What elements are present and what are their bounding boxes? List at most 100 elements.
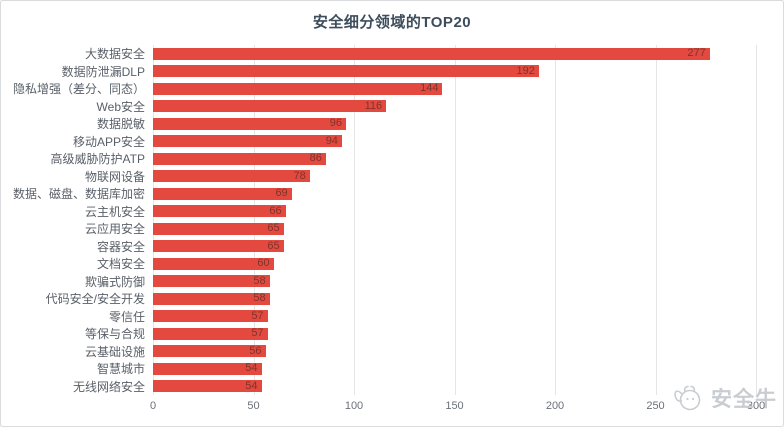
bar-row: 欺骗式防御 58 [1, 273, 756, 291]
value-label: 277 [687, 47, 706, 60]
bar: 192 [153, 64, 539, 78]
category-label: 物联网设备 [84, 169, 145, 184]
bar-track: 56 [153, 344, 756, 358]
bar-row: 云主机安全 66 [1, 203, 756, 221]
gridline [655, 45, 657, 395]
bar-track: 65 [153, 239, 756, 253]
bar: 66 [153, 205, 286, 218]
category-label: 大数据安全 [84, 47, 145, 62]
bar: 58 [153, 275, 270, 288]
category-label: 零信任 [108, 309, 145, 324]
gridlines [153, 45, 757, 395]
value-label: 144 [420, 82, 439, 95]
category-label: 文档安全 [96, 257, 145, 272]
value-label: 58 [253, 292, 266, 305]
bar: 57 [153, 309, 268, 323]
bar: 65 [153, 239, 284, 253]
value-label: 60 [257, 257, 270, 270]
value-label: 78 [293, 169, 306, 182]
bar-track: 192 [153, 64, 756, 78]
bar-row: 智慧城市 54 [1, 360, 756, 378]
bar-row: 移动APP安全 94 [1, 133, 756, 151]
bar-row: 文档安全 60 [1, 255, 756, 273]
category-label: 代码安全/安全开发 [45, 292, 145, 307]
x-tick-label: 200 [545, 400, 565, 412]
bar-row: 大数据安全 277 [1, 45, 756, 63]
bar-rows: 大数据安全 277 数据防泄漏DLP 192 隐私增强（差分、同态） 144 Web安全 11… [1, 45, 756, 395]
watermark-text: 安全牛 [711, 388, 777, 411]
bar-track: 57 [153, 309, 756, 323]
x-tick-label: 150 [445, 400, 464, 412]
x-tick-label: 50 [247, 400, 260, 412]
value-label: 57 [251, 327, 264, 340]
bar-row: 物联网设备 78 [1, 168, 756, 186]
value-label: 57 [251, 309, 264, 322]
x-tick-label: 300 [746, 400, 766, 412]
value-label: 116 [364, 99, 383, 112]
bar-track: 57 [153, 327, 756, 340]
value-label: 69 [275, 187, 288, 200]
bar-track: 78 [153, 169, 756, 183]
category-label: 云主机安全 [84, 204, 145, 219]
category-label: 隐私增强（差分、同态） [12, 82, 145, 97]
category-label: 数据防泄漏DLP [61, 64, 145, 79]
bar-track: 94 [153, 134, 756, 148]
bar: 78 [153, 169, 310, 183]
bar-track: 54 [153, 362, 756, 375]
bar: 54 [153, 362, 262, 375]
bar-row: Web安全 116 [1, 98, 756, 116]
value-label: 65 [267, 239, 280, 252]
bar: 54 [153, 379, 262, 393]
bar-row: 无线网络安全 54 [1, 378, 756, 396]
bar-row: 零信任 57 [1, 308, 756, 326]
bar-row: 数据防泄漏DLP 192 [1, 63, 756, 81]
gridline [153, 45, 154, 395]
bar-row: 数据脱敏 96 [1, 115, 756, 133]
bar: 57 [153, 327, 268, 340]
category-label: 云基础设施 [84, 344, 145, 359]
bar-track: 60 [153, 257, 756, 270]
category-label: 无线网络安全 [72, 379, 145, 394]
bar-row: 等保与合规 57 [1, 325, 756, 343]
value-label: 96 [329, 117, 342, 130]
bar-track: 66 [153, 205, 756, 218]
category-label: 移动APP安全 [72, 134, 145, 149]
chart-title: 安全细分领域的TOP20 [312, 14, 472, 31]
gridline [555, 45, 556, 395]
bar-track: 277 [153, 47, 756, 60]
bar: 56 [153, 344, 266, 358]
bar: 58 [153, 292, 270, 305]
bar-row: 云应用安全 65 [1, 220, 756, 238]
bar: 69 [153, 187, 292, 200]
bar-track: 54 [153, 379, 756, 393]
gridline [253, 45, 255, 395]
bar-row: 隐私增强（差分、同态） 144 [1, 80, 756, 98]
bar-track: 96 [153, 117, 756, 130]
bar-row: 容器安全 65 [1, 238, 756, 256]
bar: 277 [153, 47, 710, 60]
category-label: 等保与合规 [84, 327, 145, 342]
x-tick-label: 100 [344, 400, 364, 412]
bar-track: 86 [153, 152, 756, 165]
x-axis: 0 50 100 150 200 250 300 [149, 400, 765, 416]
value-label: 94 [325, 134, 338, 147]
value-label: 54 [245, 362, 258, 375]
x-tick-label: 0 [149, 400, 157, 412]
category-label: 智慧城市 [96, 362, 145, 377]
value-label: 192 [516, 64, 535, 77]
bar: 116 [153, 99, 387, 113]
value-label: 54 [245, 379, 258, 392]
value-label: 56 [249, 344, 262, 357]
category-label: 欺骗式防御 [84, 274, 145, 289]
bar-row: 代码安全/安全开发 58 [1, 290, 756, 308]
bull-logo-icon [674, 385, 701, 411]
bar: 144 [153, 82, 443, 95]
bar-row: 云基础设施 56 [1, 343, 756, 361]
bar-track: 144 [153, 82, 756, 95]
bar-row: 数据、磁盘、数据库加密 69 [1, 185, 756, 203]
bar-track: 58 [153, 275, 756, 288]
x-tick-label: 250 [646, 400, 665, 412]
category-label: 云应用安全 [84, 222, 145, 237]
bar-track: 58 [153, 292, 756, 305]
